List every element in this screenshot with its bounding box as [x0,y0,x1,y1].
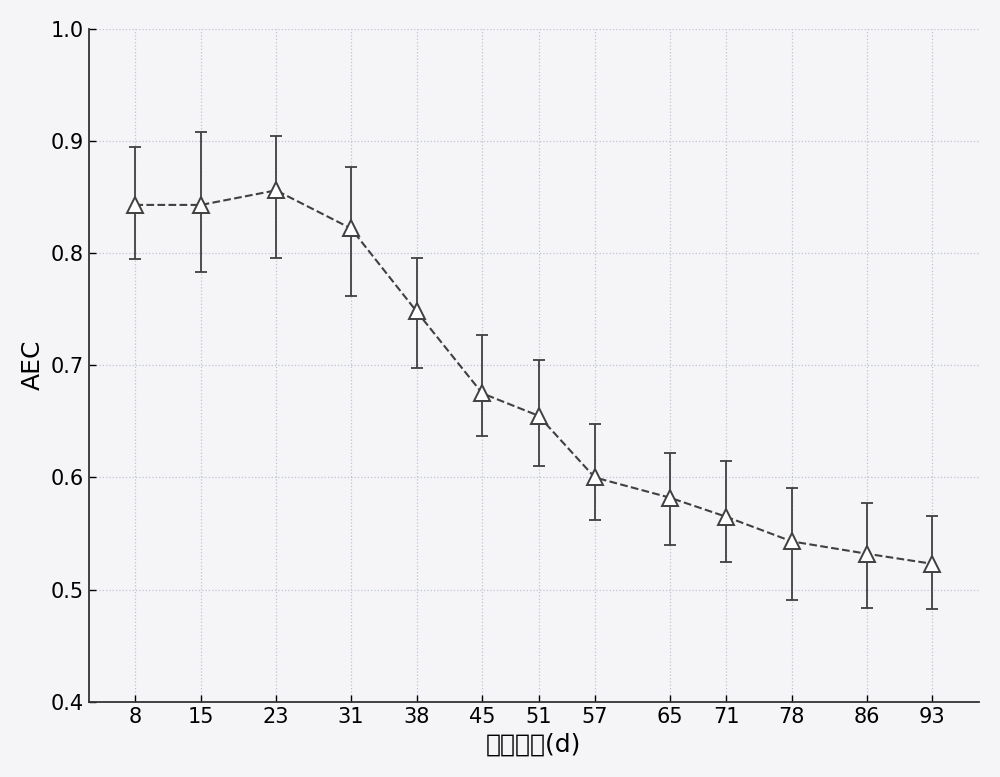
X-axis label: 采样时间(d): 采样时间(d) [486,732,582,756]
Y-axis label: AEC: AEC [21,340,45,391]
